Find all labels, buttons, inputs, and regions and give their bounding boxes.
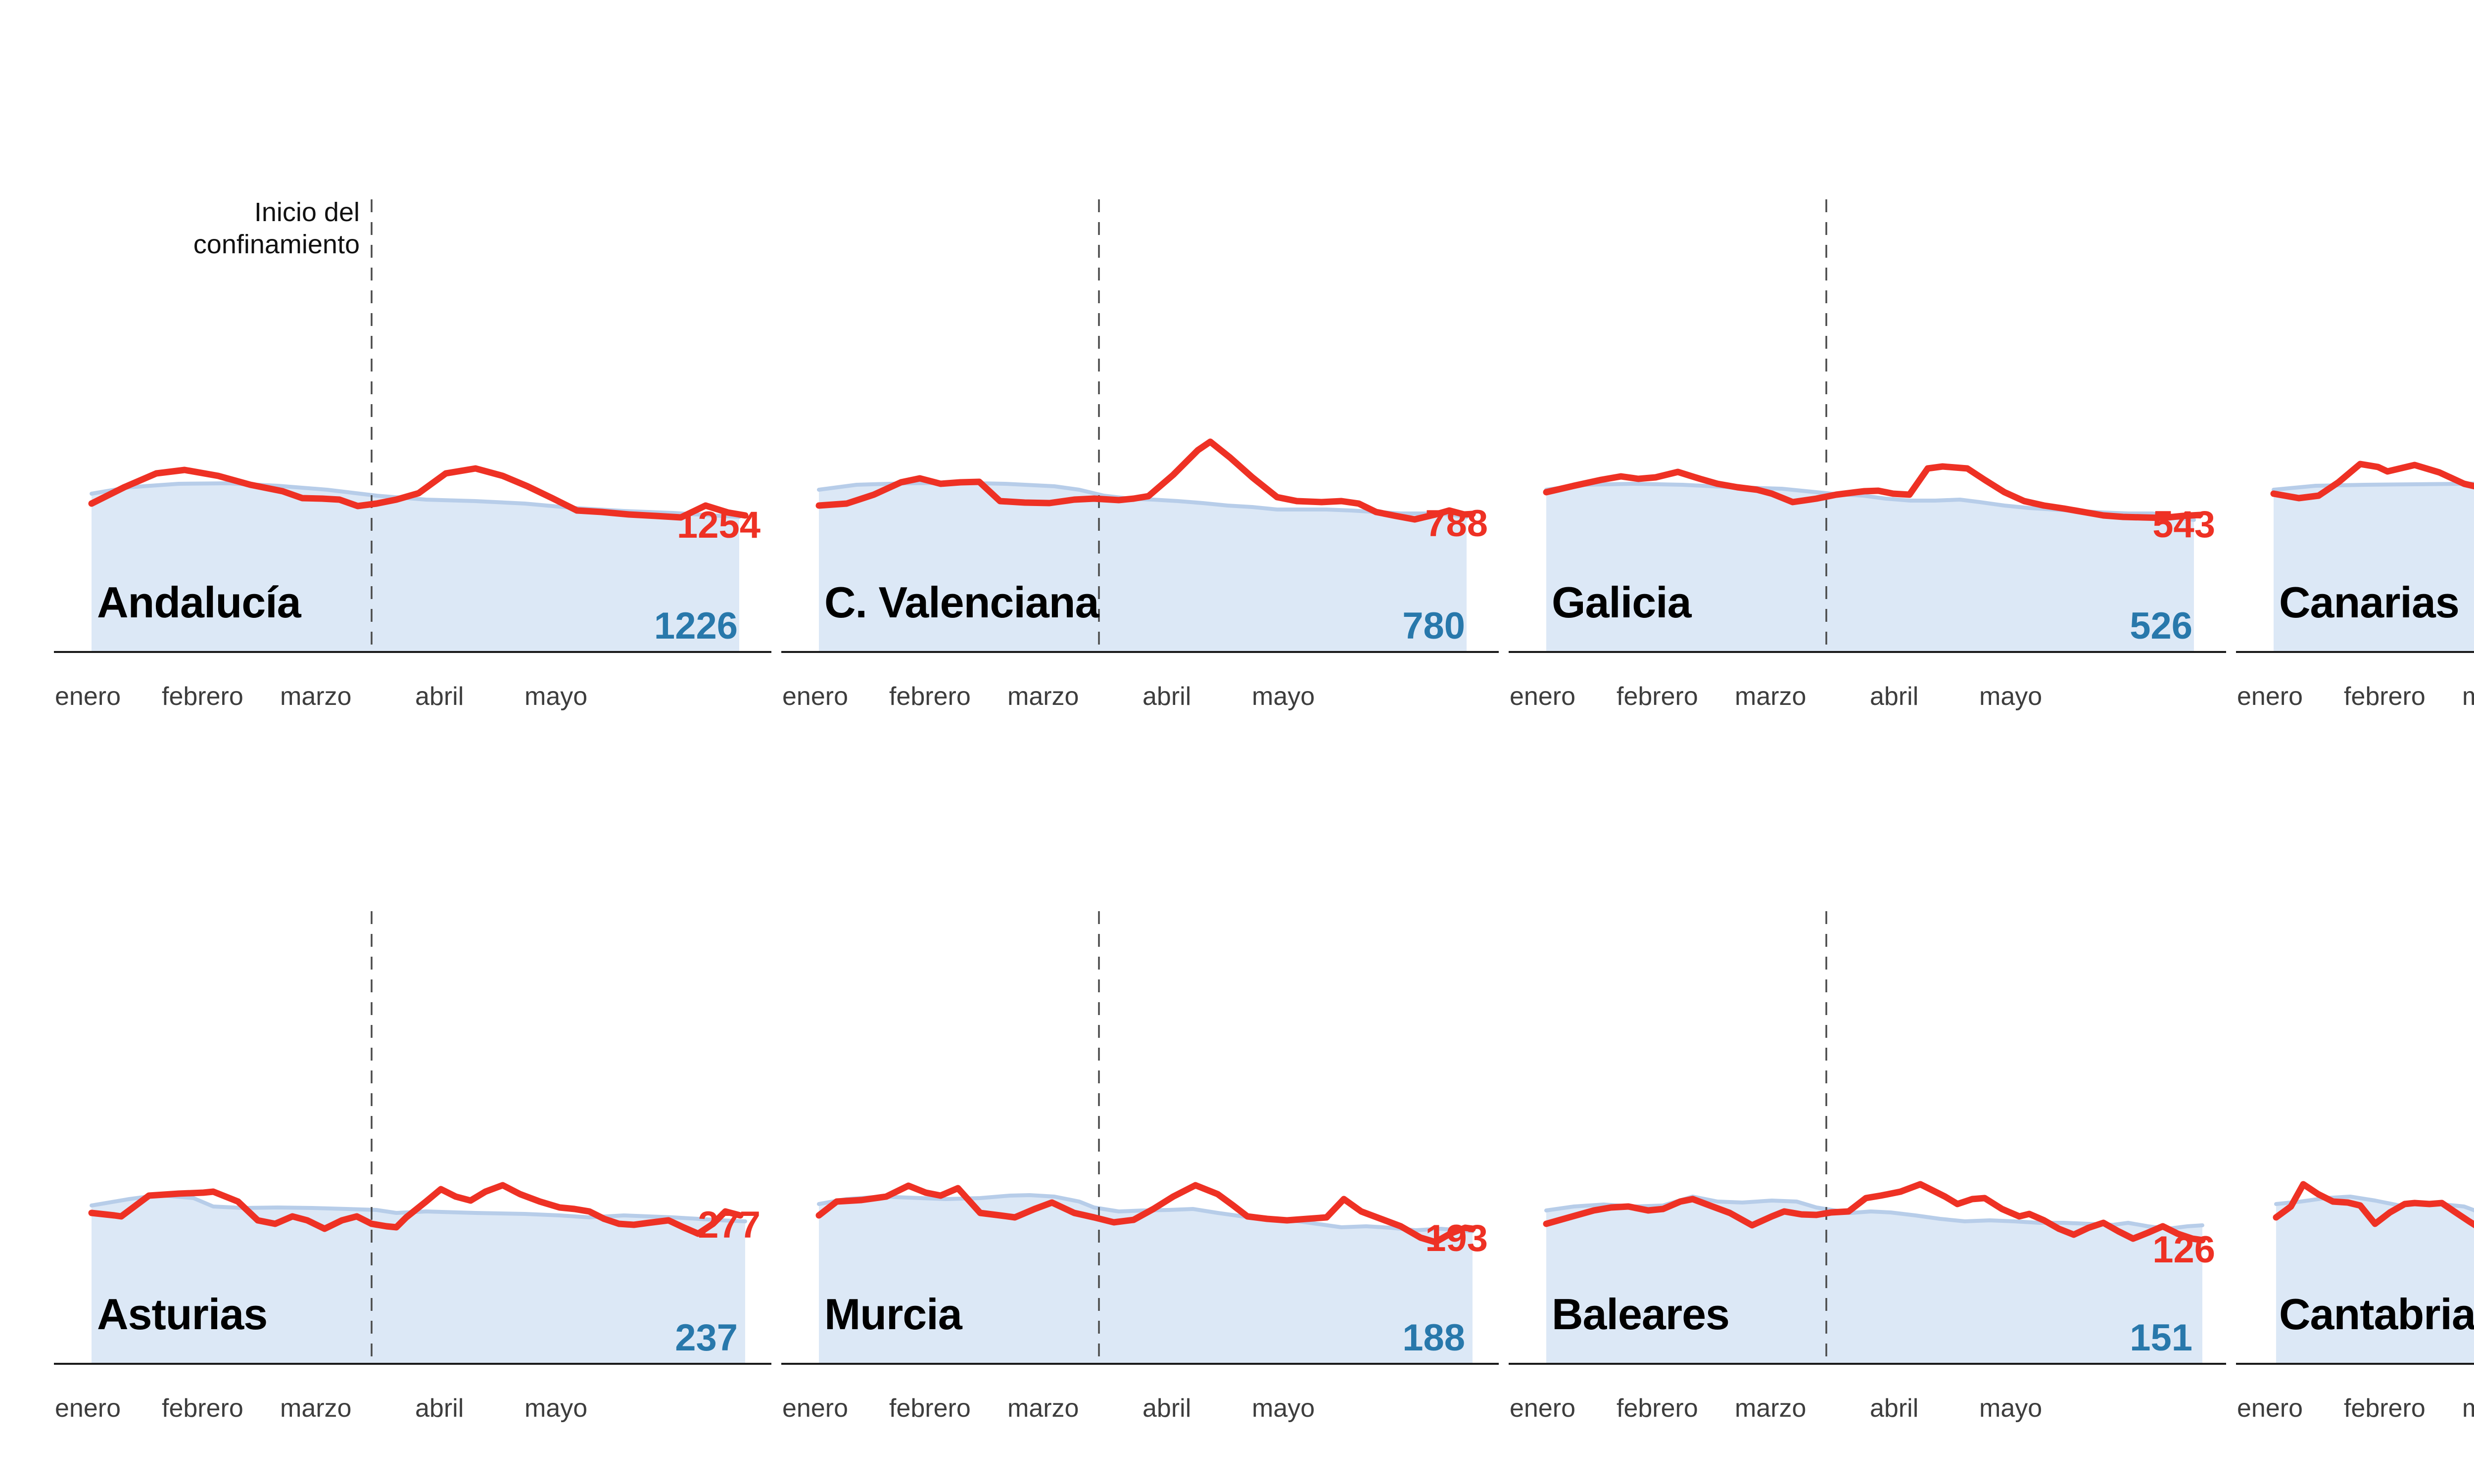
month-label: enero [1510,1394,1575,1423]
month-label: mayo [1252,1394,1315,1423]
panel-baleares: Baleares 126 151 enero febrero marzo abr… [1509,907,2226,1437]
month-label: mayo [1252,682,1315,711]
month-label: mayo [1979,682,2043,711]
month-axis: enero febrero marzo abril mayo [1510,1393,2212,1428]
month-label: enero [782,1394,848,1423]
month-label: febrero [2344,682,2426,711]
month-label: enero [1510,682,1575,711]
observed-line [1543,1181,2206,1244]
panel-canarias: Canarias 280 281 enero febrero marzo abr… [2236,195,2474,725]
region-title: Asturias [97,1290,268,1339]
lockdown-annotation-line1: Inicio del [254,197,360,227]
expected-total: 151 [2130,1317,2192,1359]
month-axis: enero febrero marzo abril mayo [2237,682,2474,716]
expected-total: 526 [2130,605,2192,647]
lockdown-annotation-line2: confinamiento [193,229,360,259]
month-label: enero [2237,682,2303,711]
month-label: abril [1142,1394,1191,1423]
month-label: marzo [1007,682,1079,711]
month-label: enero [782,682,848,711]
observed-total: 1254 [676,504,761,546]
panel-c-valenciana: C. Valenciana 788 780 enero febrero marz… [781,195,1499,725]
month-label: enero [55,1394,121,1423]
chart-canvas-murcia [781,911,1499,1365]
month-label: abril [1870,1394,1919,1423]
month-axis: enero febrero marzo abril mayo [2237,1393,2474,1428]
month-label: abril [415,1394,464,1423]
expected-total: 237 [675,1317,738,1359]
chart-canvas-andalucia [54,199,771,653]
month-label: mayo [524,1394,588,1423]
panel-cantabria: Cantabria 112 104 enero febrero marzo ab… [2236,907,2474,1437]
observed-total: 788 [1425,503,1488,545]
region-title: C. Valenciana [824,578,1099,627]
observed-line [88,1182,744,1237]
month-axis: enero febrero marzo abril mayo [1510,682,2212,716]
observed-line [815,1182,1476,1246]
chart-canvas-galicia [1509,199,2226,653]
month-label: febrero [162,1394,243,1423]
observed-total: 277 [698,1204,761,1246]
month-label: mayo [524,682,588,711]
month-axis: enero febrero marzo abril mayo [55,682,758,716]
expected-total: 780 [1402,605,1465,647]
month-label: marzo [280,1394,352,1423]
panel-asturias: Asturias 277 237 enero febrero marzo abr… [54,907,771,1437]
region-title: Cantabria [2279,1290,2474,1339]
chart-canvas-asturias [54,911,771,1365]
observed-line [2270,461,2474,502]
month-label: marzo [1007,1394,1079,1423]
region-title: Canarias [2279,578,2460,627]
month-label: febrero [1617,682,1698,711]
month-label: enero [55,682,121,711]
expected-total: 188 [1402,1317,1465,1359]
panel-murcia: Murcia 193 188 enero febrero marzo abril… [781,907,1499,1437]
month-label: marzo [1735,1394,1807,1423]
month-label: marzo [2462,682,2474,711]
expected-total: 1226 [654,605,738,647]
chart-canvas-baleares [1509,911,2226,1365]
month-label: marzo [280,682,352,711]
observed-line [2273,1181,2474,1228]
month-label: mayo [1979,1394,2043,1423]
month-label: febrero [1617,1394,1698,1423]
chart-canvas-canarias [2236,461,2474,653]
region-title: Murcia [824,1290,962,1339]
month-label: marzo [1735,682,1807,711]
observed-total: 543 [2152,504,2215,546]
month-axis: enero febrero marzo abril mayo [782,1393,1485,1428]
observed-total: 126 [2152,1229,2215,1271]
month-label: febrero [2344,1394,2426,1423]
month-label: febrero [889,1394,971,1423]
month-label: abril [415,682,464,711]
month-label: marzo [2462,1394,2474,1423]
observed-line [815,438,1476,523]
chart-canvas-c-valenciana [781,199,1499,653]
month-axis: enero febrero marzo abril mayo [782,682,1485,716]
month-label: febrero [162,682,243,711]
panel-andalucia: Inicio del confinamiento Andalucía 1254 … [54,195,771,725]
observed-line [1543,463,2203,521]
month-label: febrero [889,682,971,711]
month-label: enero [2237,1394,2303,1423]
month-label: abril [1870,682,1919,711]
observed-line [88,465,749,521]
month-label: abril [1142,682,1191,711]
panel-galicia: Galicia 543 526 enero febrero marzo abri… [1509,195,2226,725]
lockdown-annotation: Inicio del confinamiento [55,196,360,261]
region-title: Galicia [1552,578,1692,627]
observed-total: 193 [1425,1217,1488,1259]
chart-canvas-cantabria [2236,1181,2474,1365]
month-axis: enero febrero marzo abril mayo [55,1393,758,1428]
region-title: Andalucía [97,578,301,627]
region-title: Baleares [1552,1290,1730,1339]
